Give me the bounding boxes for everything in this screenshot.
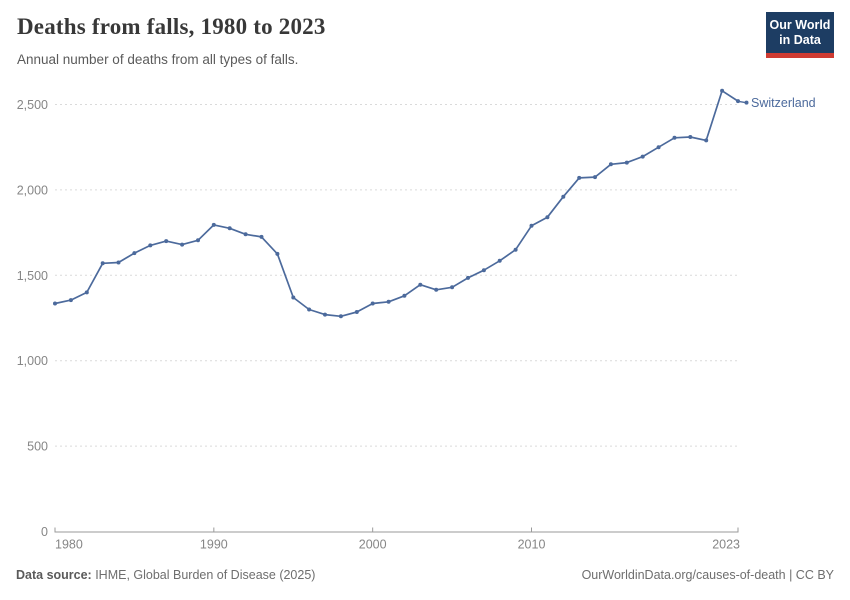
data-point-1995[interactable] [291,295,296,300]
data-point-1986[interactable] [148,243,153,248]
data-point-1993[interactable] [259,234,264,239]
data-point-2007[interactable] [481,268,486,273]
y-tick-label-1500: 1,500 [17,269,48,283]
data-point-2016[interactable] [624,160,629,165]
y-tick-label-1000: 1,000 [17,354,48,368]
data-point-1991[interactable] [227,226,232,231]
owid-logo-text: Our World in Data [770,18,831,48]
data-point-2010[interactable] [529,223,534,228]
entity-label[interactable]: Switzerland [751,96,816,110]
data-point-1987[interactable] [164,239,169,244]
data-point-2018[interactable] [656,145,661,150]
data-point-2011[interactable] [545,215,550,220]
x-tick-label-2000: 2000 [359,538,387,552]
data-point-2000[interactable] [370,301,375,306]
data-point-2017[interactable] [640,154,645,159]
data-source-label: Data source: [16,568,92,582]
data-source: Data source: IHME, Global Burden of Dise… [16,568,315,582]
data-point-1985[interactable] [132,251,137,256]
x-tick-label-2023: 2023 [712,538,740,552]
series-line-switzerland[interactable] [54,89,739,318]
data-point-1996[interactable] [307,307,312,312]
data-point-1983[interactable] [100,261,105,266]
data-point-1997[interactable] [323,312,327,317]
data-point-2014[interactable] [593,175,597,180]
chart-footer: Data source: IHME, Global Burden of Dise… [16,562,834,588]
data-point-2002[interactable] [402,293,407,298]
data-point-2005[interactable] [450,285,455,290]
data-point-2015[interactable] [608,162,613,167]
line-chart[interactable]: 0 500 1,000 1,500 2,000 2,500 1980 1990 2000 2010… [0,78,850,558]
data-point-1994[interactable] [275,251,280,256]
x-tick-label-1990: 1990 [200,538,228,552]
data-point-2001[interactable] [386,299,391,304]
entity-label-dot [744,100,749,105]
entity-label-connector [739,100,746,104]
data-point-1999[interactable] [354,310,359,314]
data-point-1992[interactable] [243,232,248,237]
footer-link[interactable]: OurWorldinData.org/causes-of-death | CC … [581,568,834,582]
data-point-1982[interactable] [84,290,89,295]
chart-subtitle: Annual number of deaths from all types o… [17,52,299,67]
owid-logo-line1: Our World [769,17,831,32]
y-tick-label-500: 500 [27,440,48,454]
data-point-2021[interactable] [704,138,709,143]
data-source-text: IHME, Global Burden of Disease (2025) [91,568,316,582]
data-point-2004[interactable] [434,287,439,292]
data-point-2013[interactable] [577,175,582,180]
y-tick-label-0: 0 [41,525,48,539]
data-point-2022[interactable] [720,88,725,93]
data-point-1984[interactable] [116,260,121,265]
data-point-1989[interactable] [196,238,200,243]
owid-logo[interactable]: Our World in Data [766,12,834,58]
owid-logo-line2: in Data [779,32,821,47]
data-point-1988[interactable] [180,242,185,247]
data-point-1990[interactable] [211,222,216,227]
data-point-2020[interactable] [688,135,693,139]
x-tick-label-2010: 2010 [518,538,546,552]
x-tick-label-1980: 1980 [55,538,83,552]
data-point-2012[interactable] [561,194,566,199]
page-title: Deaths from falls, 1980 to 2023 [17,14,326,39]
data-point-2003[interactable] [418,282,423,287]
data-point-2006[interactable] [466,275,470,280]
data-point-2023[interactable] [736,99,740,104]
data-point-1981[interactable] [68,298,73,303]
data-point-1980[interactable] [53,301,57,306]
y-tick-label-2500: 2,500 [17,98,48,112]
y-tick-label-2000: 2,000 [17,183,48,197]
data-point-2019[interactable] [672,135,677,140]
data-point-2008[interactable] [497,258,502,263]
data-point-1998[interactable] [338,314,343,319]
data-point-2009[interactable] [513,247,518,252]
